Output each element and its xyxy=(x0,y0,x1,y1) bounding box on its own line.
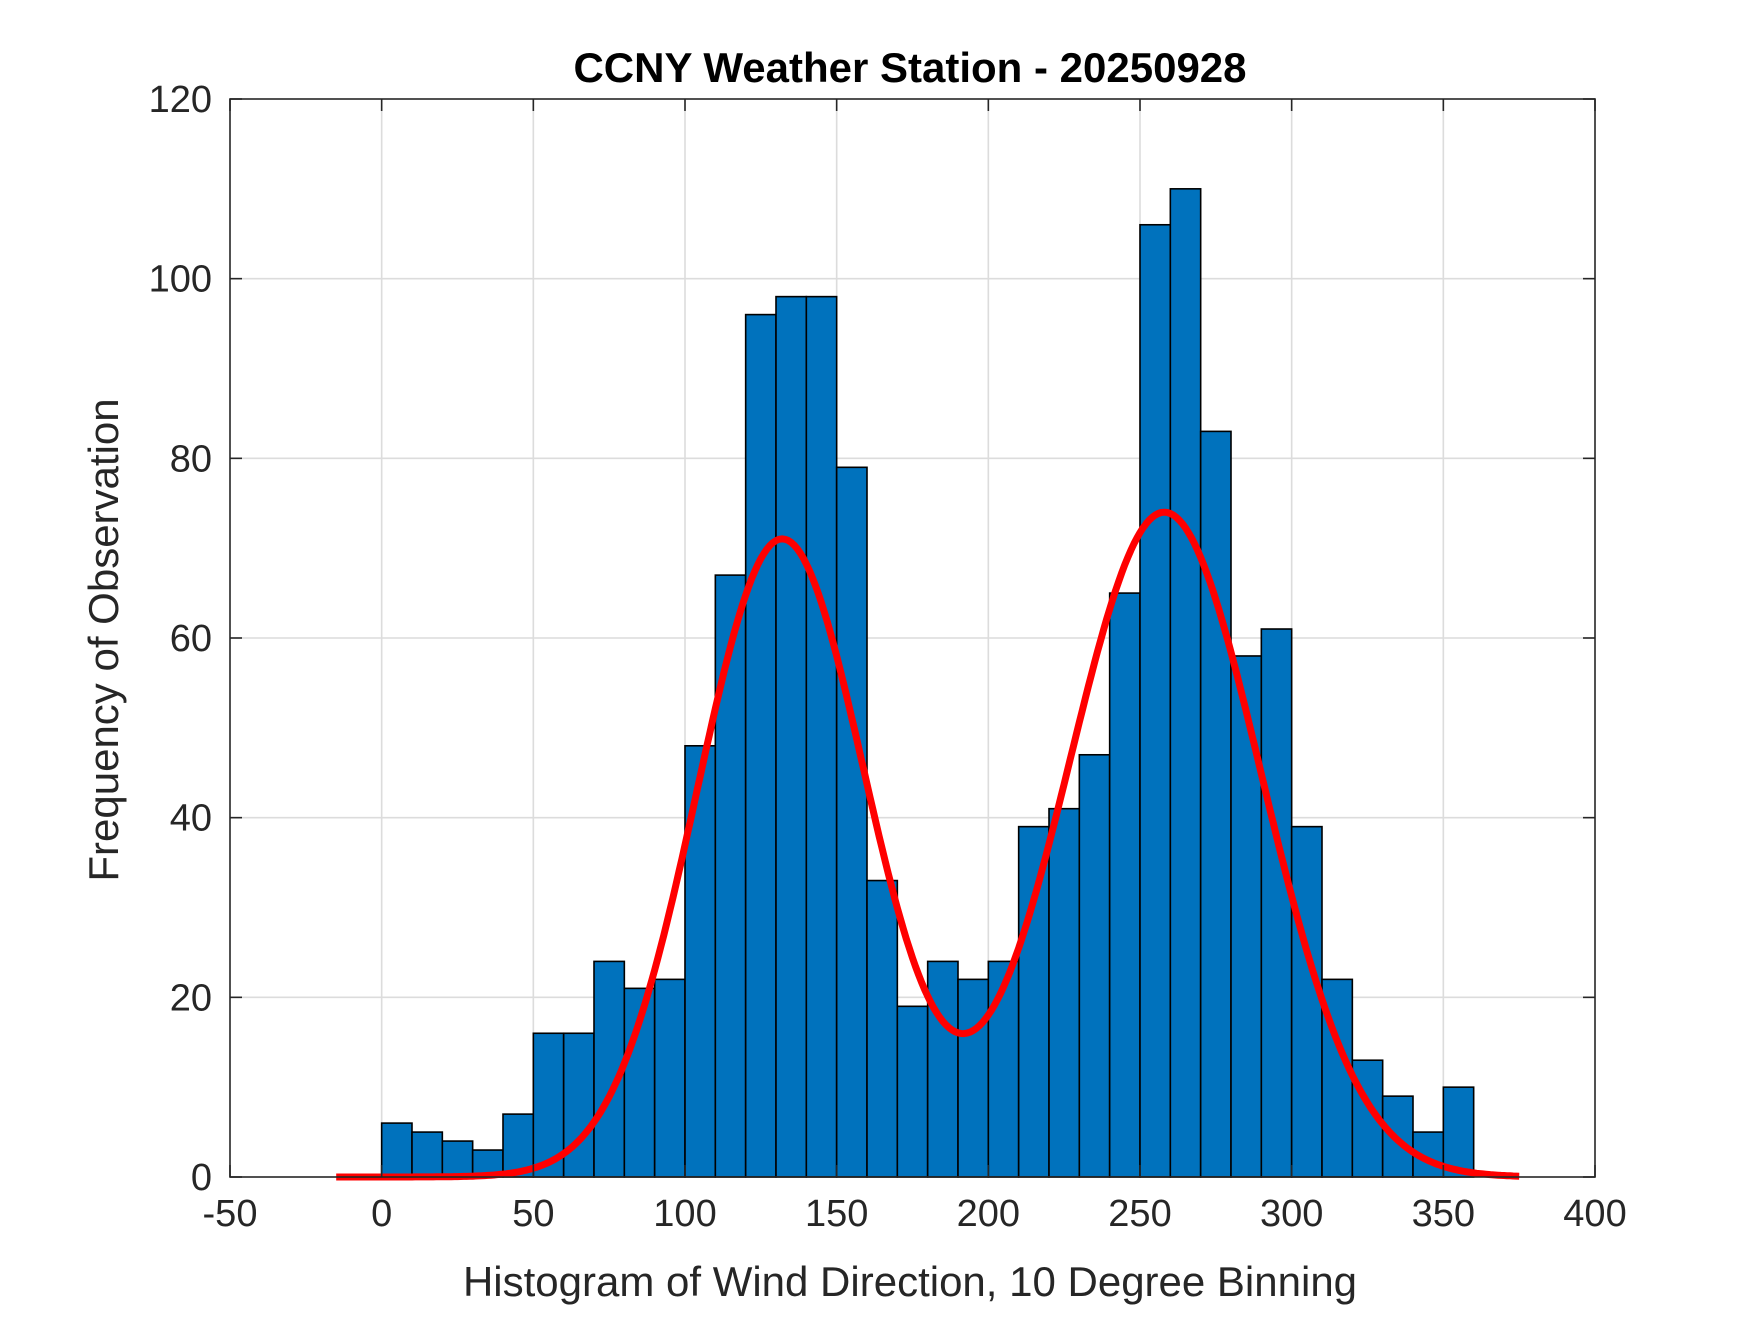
histogram-bar xyxy=(987,960,1020,1178)
ticks-layer xyxy=(229,98,1596,1178)
histogram-bar xyxy=(441,1140,474,1178)
bars-layer xyxy=(380,188,1475,1178)
y-tick-label: 40 xyxy=(170,798,212,840)
x-axis-label: Histogram of Wind Direction, 10 Degree B… xyxy=(463,1258,1357,1305)
histogram-bar xyxy=(1260,628,1293,1178)
y-tick-label: 100 xyxy=(149,259,212,301)
histogram-bar xyxy=(835,466,868,1178)
histogram-bar xyxy=(1108,592,1141,1178)
x-tick-label: 400 xyxy=(1563,1193,1626,1235)
x-tick-label: 250 xyxy=(1108,1193,1171,1235)
histogram-bar xyxy=(411,1131,444,1178)
histogram-bar xyxy=(957,978,990,1178)
histogram-bar xyxy=(653,978,686,1178)
histogram-bar xyxy=(1048,807,1081,1178)
histogram-bar xyxy=(380,1122,413,1178)
histogram-bar xyxy=(1139,223,1172,1178)
histogram-bar xyxy=(1290,825,1323,1178)
histogram-bar xyxy=(1199,430,1232,1178)
histogram-bar xyxy=(1169,188,1202,1178)
y-tick-label: 120 xyxy=(149,79,212,121)
y-tick-label: 80 xyxy=(170,438,212,480)
y-tick-label: 20 xyxy=(170,977,212,1019)
x-tick-label: 350 xyxy=(1412,1193,1475,1235)
y-tick-label: 0 xyxy=(191,1157,212,1199)
x-tick-label: 200 xyxy=(957,1193,1020,1235)
y-tick-label: 60 xyxy=(170,618,212,660)
x-tick-label: -50 xyxy=(203,1193,258,1235)
x-tick-label: 300 xyxy=(1260,1193,1323,1235)
histogram-bar xyxy=(1442,1086,1475,1178)
histogram-bar xyxy=(896,1005,929,1178)
histogram-bar xyxy=(1017,825,1050,1178)
histogram-bar xyxy=(1230,655,1263,1178)
histogram-bar xyxy=(714,574,747,1178)
histogram-bar xyxy=(805,295,838,1178)
histogram-bar xyxy=(562,1032,595,1178)
x-tick-label: 0 xyxy=(371,1193,392,1235)
tick-labels-layer: -50 0 50 100 150 200 250 300 350 4000204060801001… xyxy=(149,79,1627,1235)
chart-title: CCNY Weather Station - 20250928 xyxy=(573,44,1246,91)
histogram-bar xyxy=(926,960,959,1178)
x-tick-label: 150 xyxy=(805,1193,868,1235)
histogram-bar xyxy=(775,295,808,1178)
histogram-bar xyxy=(866,879,899,1178)
y-axis-label: Frequency of Observation xyxy=(80,398,127,881)
x-tick-label: 100 xyxy=(653,1193,716,1235)
x-tick-label: 50 xyxy=(512,1193,554,1235)
histogram-bar xyxy=(1078,753,1111,1178)
histogram-bar xyxy=(744,313,777,1178)
